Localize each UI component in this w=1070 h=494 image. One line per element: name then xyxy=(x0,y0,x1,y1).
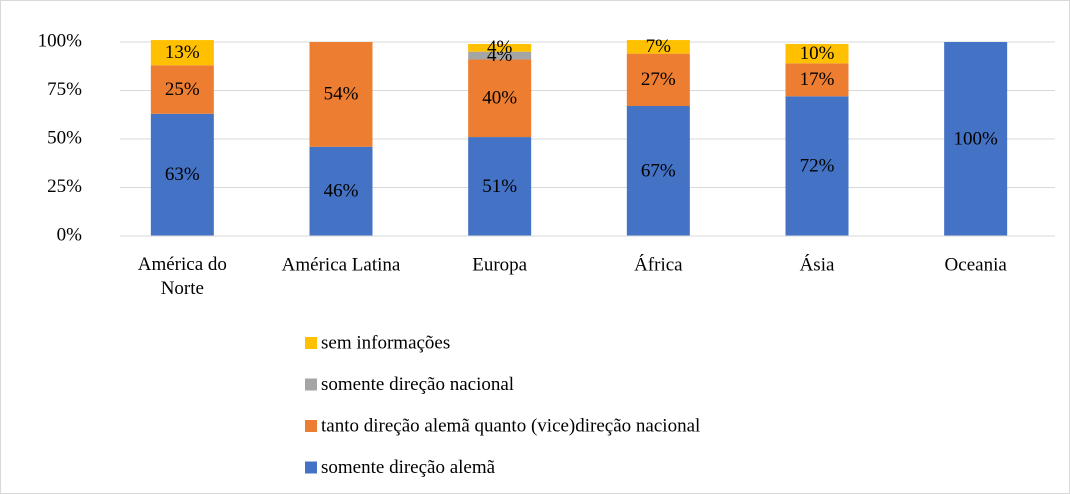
y-tick-label: 0% xyxy=(57,224,83,245)
bar-segment xyxy=(626,53,690,107)
bar-segment xyxy=(309,42,373,147)
data-label: 100% xyxy=(954,128,999,149)
bar-segment xyxy=(626,106,690,237)
legend-swatch xyxy=(305,378,317,391)
bar-segment xyxy=(150,40,214,66)
data-label: 51% xyxy=(482,176,517,197)
data-label: 54% xyxy=(324,84,359,105)
data-label: 46% xyxy=(324,181,359,202)
y-tick-label: 75% xyxy=(47,79,82,100)
y-tick-label: 25% xyxy=(47,176,82,197)
y-tick-label: 100% xyxy=(38,30,83,51)
bar-segment xyxy=(468,51,532,60)
legend-swatch xyxy=(305,420,317,432)
bar-segment xyxy=(468,43,532,52)
legend-label: tanto direção alemã quanto (vice)direção… xyxy=(321,415,700,436)
bar-segment xyxy=(785,63,849,97)
bar-segment xyxy=(309,146,373,236)
y-tick-label: 50% xyxy=(47,127,82,148)
data-label: 10% xyxy=(800,43,835,64)
data-label: 17% xyxy=(800,69,835,90)
data-label: 40% xyxy=(482,88,517,109)
data-label: 7% xyxy=(646,36,672,57)
legend-label: somente direção alemã xyxy=(321,457,496,478)
data-label: 13% xyxy=(165,42,200,63)
data-label: 25% xyxy=(165,79,200,100)
data-label: 4% xyxy=(487,37,513,58)
bar-segment xyxy=(468,59,532,138)
bar-segment xyxy=(944,42,1008,236)
x-tick-label: América do Norte xyxy=(138,254,227,299)
legend-label: sem informações xyxy=(321,332,450,353)
legend-label: somente direção nacional xyxy=(321,374,514,395)
data-label: 63% xyxy=(165,164,200,185)
legend-swatch xyxy=(305,461,317,474)
bar-segment xyxy=(150,65,214,114)
bar-segment xyxy=(150,113,214,236)
bar-segment xyxy=(785,96,849,236)
bar-segment xyxy=(785,43,849,64)
x-tick-label: Europa xyxy=(472,254,527,275)
legend-swatch xyxy=(305,337,317,349)
bar-segment xyxy=(468,137,532,236)
x-tick-label: África xyxy=(634,253,683,275)
x-tick-label: Oceania xyxy=(945,254,1008,275)
bar-segment xyxy=(626,40,690,54)
x-tick-label: Ásia xyxy=(800,253,835,275)
data-label: 27% xyxy=(641,69,676,90)
data-label: 72% xyxy=(800,156,835,177)
x-tick-label: América Latina xyxy=(282,254,401,275)
data-label: 67% xyxy=(641,160,676,181)
